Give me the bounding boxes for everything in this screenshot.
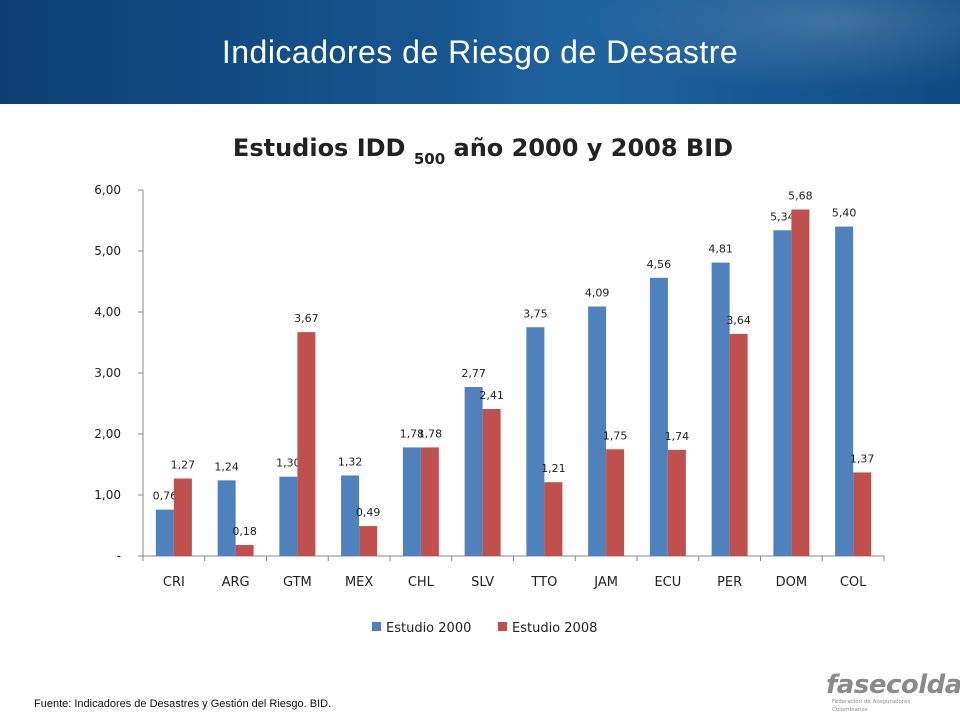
bar bbox=[544, 482, 563, 556]
fasecolda-logo: fasecolda Federación de Aseguradores Col… bbox=[826, 670, 960, 713]
header-banner: Indicadores de Riesgo de Desastre bbox=[0, 0, 960, 104]
data-label: 5,68 bbox=[788, 190, 813, 203]
data-label: 4,81 bbox=[708, 243, 733, 256]
data-label: 0,18 bbox=[232, 525, 257, 538]
bar bbox=[402, 447, 421, 556]
data-label: 1,30 bbox=[276, 457, 301, 470]
bar bbox=[482, 408, 501, 556]
chart-title: Estudios IDD 500 año 2000 y 2008 BID bbox=[233, 134, 733, 168]
data-label: 1,27 bbox=[171, 459, 196, 472]
y-tick-label: 1,00 bbox=[94, 488, 121, 502]
data-label: 1,37 bbox=[850, 452, 875, 465]
bar bbox=[464, 387, 483, 556]
bar bbox=[297, 332, 316, 556]
bar bbox=[711, 262, 730, 556]
x-tick-label: MEX bbox=[345, 575, 373, 590]
bar bbox=[155, 509, 174, 556]
legend-label: Estudio 2000 bbox=[386, 621, 471, 636]
bar bbox=[606, 449, 625, 556]
data-label: 5,34 bbox=[770, 210, 795, 223]
data-label: 4,56 bbox=[647, 258, 672, 271]
data-label: 1,32 bbox=[338, 455, 363, 468]
x-tick-label: CHL bbox=[408, 575, 435, 590]
data-label: 1,78 bbox=[418, 427, 443, 440]
data-label: 1,21 bbox=[541, 462, 566, 475]
source-note: Fuente: Indicadores de Desastres y Gesti… bbox=[34, 698, 332, 710]
bar bbox=[791, 209, 810, 556]
data-label: 1,78 bbox=[400, 427, 425, 440]
data-label: 1,74 bbox=[665, 430, 690, 443]
bar bbox=[279, 476, 298, 556]
bar bbox=[729, 333, 748, 556]
x-tick-label: DOM bbox=[776, 575, 807, 590]
data-label: 4,09 bbox=[585, 287, 610, 300]
legend-swatch bbox=[372, 622, 381, 631]
bar bbox=[853, 472, 872, 556]
bar-chart: Estudios IDD 500 año 2000 y 2008 BID - 1,0… bbox=[94, 134, 885, 636]
bar bbox=[420, 447, 439, 556]
bar bbox=[588, 306, 607, 556]
data-label: 3,75 bbox=[523, 307, 548, 320]
data-label: 3,67 bbox=[294, 312, 319, 325]
x-tick-label: JAM bbox=[593, 575, 618, 590]
page-title: Indicadores de Riesgo de Desastre bbox=[221, 34, 739, 70]
bar bbox=[359, 526, 378, 556]
legend-swatch bbox=[498, 622, 507, 631]
header-swoosh bbox=[540, 0, 960, 104]
bar bbox=[649, 277, 668, 556]
legend-label: Estudio 2008 bbox=[512, 621, 597, 636]
y-tick-label: 3,00 bbox=[94, 366, 121, 380]
x-tick-label: COL bbox=[840, 575, 867, 590]
data-label: 0,76 bbox=[153, 490, 178, 503]
data-label: 2,77 bbox=[461, 367, 486, 380]
bar bbox=[835, 226, 854, 556]
data-label: 0,49 bbox=[356, 506, 381, 519]
data-label: 3,64 bbox=[726, 314, 751, 327]
x-tick-label: GTM bbox=[283, 575, 312, 590]
y-tick-label: - bbox=[117, 549, 121, 563]
bar bbox=[773, 230, 792, 556]
data-label: 1,75 bbox=[603, 429, 628, 442]
x-tick-label: ARG bbox=[222, 575, 250, 590]
y-tick-label: 2,00 bbox=[94, 427, 121, 441]
y-tick-label: 4,00 bbox=[94, 305, 121, 319]
data-label: 2,41 bbox=[479, 389, 504, 402]
bar bbox=[173, 478, 192, 556]
bar bbox=[667, 449, 686, 556]
data-label: 5,40 bbox=[832, 207, 857, 220]
x-tick-label: ECU bbox=[654, 575, 681, 590]
bar bbox=[235, 545, 254, 556]
x-tick-label: PER bbox=[717, 575, 742, 590]
y-tick-label: 6,00 bbox=[94, 183, 121, 197]
bar bbox=[217, 480, 236, 556]
x-tick-label: TTO bbox=[530, 575, 557, 590]
bar bbox=[526, 327, 545, 556]
bar bbox=[341, 475, 360, 556]
x-tick-label: CRI bbox=[163, 575, 185, 590]
x-tick-label: SLV bbox=[471, 575, 494, 590]
y-tick-label: 5,00 bbox=[94, 244, 121, 258]
data-label: 1,24 bbox=[214, 460, 239, 473]
